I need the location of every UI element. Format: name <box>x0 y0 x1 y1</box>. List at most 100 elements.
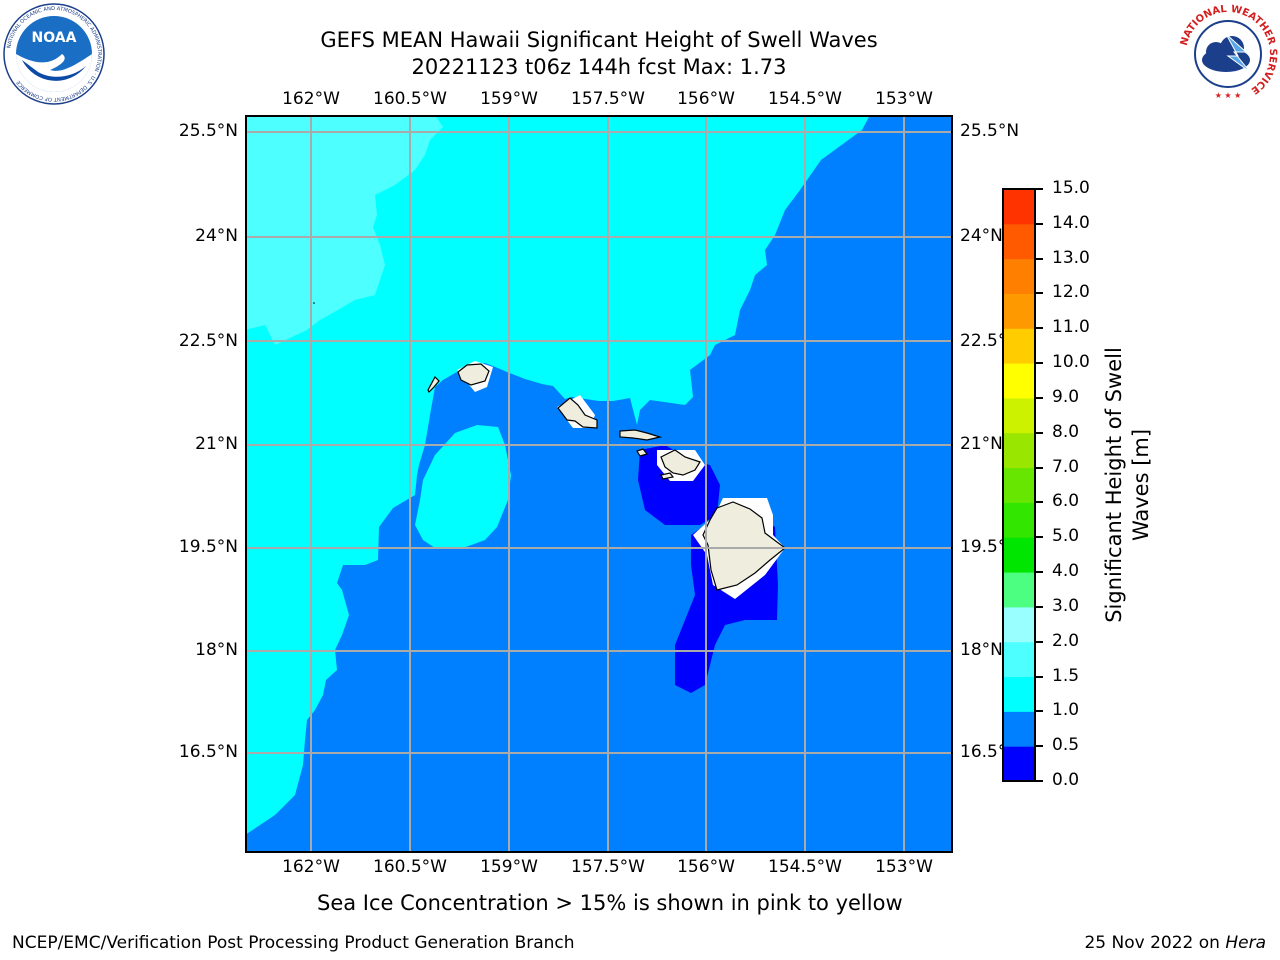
lat-tick-right: 25.5°N <box>960 121 1020 141</box>
graticule <box>245 115 953 853</box>
colorbar-tick-label: 15.0 <box>1052 178 1090 198</box>
colorbar-title-line1: Significant Height of Swell <box>1102 347 1126 623</box>
colorbar-tick-label: 1.0 <box>1052 700 1080 721</box>
swell-band-1.5-2.0 <box>245 115 443 345</box>
colorbar-title-line2: Waves [m] <box>1129 428 1153 542</box>
colorbar-segment <box>1003 537 1035 573</box>
island-niihau <box>427 376 440 394</box>
colorbar-tick-mark <box>1035 675 1043 678</box>
lon-tick-bottom: 157.5°W <box>571 857 645 877</box>
colorbar <box>1002 188 1036 782</box>
island-big-island <box>702 501 786 591</box>
colorbar-segment <box>1003 223 1035 260</box>
colorbar-frame <box>1002 188 1036 782</box>
lon-tick-top: 153°W <box>875 89 933 109</box>
lat-tick-left: 16.5°N <box>178 742 238 762</box>
lat-tick-left: 18°N <box>195 640 238 660</box>
lon-tick-bottom: 162°W <box>282 857 340 877</box>
nws-logo: NATIONAL WEATHER SERVICE ★ ★ ★ <box>1178 4 1278 104</box>
colorbar-tick-mark <box>1035 640 1043 643</box>
colorbar-segment <box>1003 258 1035 294</box>
colorbar-segment <box>1003 363 1035 399</box>
colorbar-tick-label: 8.0 <box>1052 421 1080 442</box>
colorbar-segment <box>1003 606 1035 643</box>
sea-ice-note: Sea Ice Concentration > 15% is shown in … <box>317 891 903 915</box>
colorbar-segment <box>1003 746 1035 782</box>
colorbar-segment <box>1003 711 1035 747</box>
colorbar-segment <box>1003 189 1035 225</box>
noaa-logo: NATIONAL OCEANIC AND ATMOSPHERIC ADMINIS… <box>3 3 105 105</box>
colorbar-tick-label: 5.0 <box>1052 526 1080 547</box>
island-kauai <box>457 363 490 386</box>
lon-tick-bottom: 153°W <box>875 857 933 877</box>
colorbar-tick-mark <box>1035 257 1043 260</box>
colorbar-segment <box>1003 641 1035 678</box>
lat-tick-left: 24°N <box>195 226 238 246</box>
colorbar-tick-mark <box>1035 536 1043 539</box>
colorbar-tick-mark <box>1035 222 1043 225</box>
swell-band-1.0-1.5 <box>245 115 870 835</box>
colorbar-tick-label: 12.0 <box>1052 282 1090 303</box>
colorbar-segment <box>1003 502 1035 538</box>
footer-branch: NCEP/EMC/Verification Post Processing Pr… <box>12 933 575 953</box>
swell-height-map <box>245 115 953 853</box>
lon-tick-top: 159°W <box>480 89 538 109</box>
swell-band-1.0-1.5-bulge <box>415 425 511 548</box>
colorbar-tick-label: 7.0 <box>1052 456 1080 477</box>
colorbar-tick-label: 0.0 <box>1052 770 1080 790</box>
lon-tick-top: 157.5°W <box>571 89 645 109</box>
colorbar-segment <box>1003 432 1035 469</box>
colorbar-tick-mark <box>1035 431 1043 434</box>
lon-tick-bottom: 160.5°W <box>373 857 447 877</box>
island-maui <box>660 449 701 476</box>
colorbar-segment <box>1003 397 1035 434</box>
colorbar-tick-mark <box>1035 710 1043 713</box>
footer-host: Hera <box>1225 933 1266 953</box>
colorbar-tick-label: 4.0 <box>1052 561 1080 582</box>
islet-dot <box>313 302 315 304</box>
colorbar-segment <box>1003 328 1035 364</box>
colorbar-tick-label: 13.0 <box>1052 247 1090 268</box>
svg-text:NOAA: NOAA <box>32 30 77 46</box>
colorbar-segment <box>1003 293 1035 329</box>
island-molokai <box>619 429 663 441</box>
colorbar-tick-mark <box>1035 501 1043 504</box>
map-title: GEFS MEAN Hawaii Significant Height of S… <box>320 28 878 52</box>
lon-tick-top: 160.5°W <box>373 89 447 109</box>
lat-tick-right: 24°N <box>960 226 1003 246</box>
footer-date: 25 Nov 2022 on Hera <box>1084 933 1266 953</box>
colorbar-tick-label: 1.5 <box>1052 665 1080 686</box>
colorbar-tick-mark <box>1035 188 1043 190</box>
lon-tick-bottom: 154.5°W <box>768 857 842 877</box>
lon-tick-bottom: 156°W <box>677 857 735 877</box>
svg-text:★ ★ ★: ★ ★ ★ <box>1215 91 1242 100</box>
lat-tick-right: 21°N <box>960 434 1003 454</box>
footer-date-text: 25 Nov 2022 on <box>1084 933 1226 953</box>
lon-tick-bottom: 159°W <box>480 857 538 877</box>
lon-tick-top: 156°W <box>677 89 735 109</box>
island-oahu <box>557 397 598 429</box>
colorbar-tick-label: 10.0 <box>1052 352 1090 373</box>
map-frame <box>245 115 953 853</box>
swell-patch-1.5-2.0 <box>307 179 340 189</box>
colorbar-tick-mark <box>1035 292 1043 295</box>
colorbar-title: Significant Height of Swell Waves [m] <box>1101 347 1155 623</box>
colorbar-tick-label: 6.0 <box>1052 491 1080 512</box>
lon-tick-top: 154.5°W <box>768 89 842 109</box>
island-kahoolawe <box>660 472 675 480</box>
lat-tick-left: 19.5°N <box>178 537 238 557</box>
colorbar-tick-label: 14.0 <box>1052 212 1090 233</box>
colorbar-tick-label: 2.0 <box>1052 630 1080 651</box>
colorbar-tick-mark <box>1035 362 1043 365</box>
colorbar-tick-mark <box>1035 605 1043 608</box>
colorbar-tick-label: 3.0 <box>1052 595 1080 616</box>
colorbar-tick-mark <box>1035 745 1043 748</box>
colorbar-tick-label: 11.0 <box>1052 317 1090 338</box>
colorbar-tick-label: 9.0 <box>1052 386 1080 407</box>
colorbar-segment <box>1003 676 1035 712</box>
lat-tick-left: 21°N <box>195 434 238 454</box>
lon-tick-top: 162°W <box>282 89 340 109</box>
lat-tick-left: 25.5°N <box>178 121 238 141</box>
colorbar-segment <box>1003 467 1035 503</box>
map-subtitle: 20221123 t06z 144h fcst Max: 1.73 <box>411 55 787 79</box>
